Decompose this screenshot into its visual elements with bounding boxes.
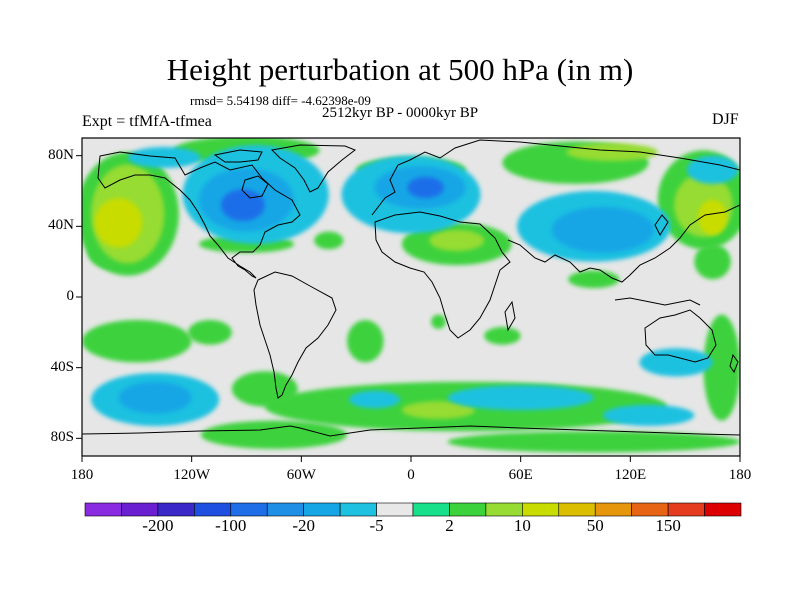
- contour-pos-mid-2: [429, 229, 485, 252]
- contour-pos-light-21: [703, 314, 740, 421]
- lat-label: 40S: [50, 358, 74, 375]
- contour-pos-strong-1: [697, 199, 728, 236]
- map-axes: [76, 137, 741, 462]
- coastline-arctic-islands: [213, 149, 263, 163]
- contour-neg-mid-2: [551, 206, 655, 253]
- lat-label: 40N: [48, 217, 74, 234]
- colorbar-swatch-8: [376, 502, 414, 517]
- coastline-layer: [82, 139, 740, 437]
- plot-title: Height perturbation at 500 hPa (in m): [166, 52, 634, 87]
- contour-pos-light-20: [447, 431, 740, 453]
- coastline-eurasia-south: [507, 204, 740, 283]
- colorbar-swatch-13: [558, 502, 596, 517]
- lat-label: 80N: [48, 146, 74, 163]
- coastline-south-america: [253, 271, 337, 399]
- colorbar-swatch-6: [303, 502, 341, 517]
- coastline-new-zealand: [729, 353, 739, 374]
- colorbar-swatch-0: [84, 502, 122, 517]
- lon-label: 60E: [508, 467, 533, 483]
- coastline-antarctica: [82, 425, 740, 437]
- colorbar-label: -200: [142, 516, 174, 535]
- lon-label: 120W: [173, 467, 210, 483]
- colorbar-swatch-10: [449, 502, 487, 517]
- contour-pos-mid-4: [401, 401, 475, 419]
- colorbar-label: -100: [215, 516, 247, 535]
- colorbar-label: -20: [292, 516, 315, 535]
- contour-neg-light-4: [686, 155, 739, 184]
- lat-label: 80S: [50, 429, 74, 446]
- stats-line: rmsd= 5.54198 diff= -4.62398e-09: [190, 93, 371, 108]
- contour-pos-light-12: [82, 319, 192, 363]
- contour-neg-strong-1: [407, 176, 444, 199]
- contour-pos-mid-3: [566, 143, 658, 161]
- colorbar-label: 50: [586, 516, 604, 535]
- colorbar-swatch-9: [412, 502, 450, 517]
- coastline-africa: [374, 211, 511, 339]
- contour-neg-light-7: [348, 390, 401, 409]
- colorbar-swatch-12: [522, 502, 560, 517]
- coastline-europe: [371, 139, 740, 216]
- colorbar-swatch-16: [667, 502, 705, 517]
- colorbar-swatch-1: [121, 502, 159, 517]
- colorbar-swatch-5: [266, 502, 304, 517]
- contour-neg-light-6: [447, 385, 594, 411]
- lat-label: 0: [66, 288, 75, 304]
- colorbar-label: -5: [369, 516, 384, 535]
- contour-fill-layer: [82, 138, 740, 453]
- contour-pos-light-10: [568, 270, 620, 289]
- period-label: 2512kyr BP - 0000kyr BP: [322, 105, 479, 121]
- lon-label: 60W: [286, 467, 316, 483]
- colorbar-swatch-14: [594, 502, 632, 517]
- coastline-madagascar: [504, 300, 516, 332]
- coastline-japan: [654, 214, 669, 237]
- coastline-indonesia: [614, 297, 701, 306]
- contour-pos-strong-0: [94, 198, 143, 248]
- contour-neg-mid-3: [118, 381, 192, 414]
- colorbar-label: 150: [655, 516, 681, 535]
- colorbar-label: 2: [445, 516, 454, 535]
- contour-pos-light-13: [188, 319, 232, 345]
- contour-pos-light-5: [314, 231, 344, 250]
- colorbar-swatch-4: [230, 502, 268, 517]
- coastline-north-america: [97, 151, 301, 279]
- coastline-greenland: [270, 144, 357, 193]
- colorbar-label: 10: [513, 516, 531, 535]
- contour-pos-light-11: [694, 243, 731, 280]
- colorbar-swatch-3: [194, 502, 232, 517]
- contour-pos-light-15: [431, 314, 446, 329]
- contour-pos-light-14: [347, 319, 384, 363]
- experiment-label: Expt = tfMfA-tfmea: [82, 113, 212, 130]
- contour-pos-light-16: [484, 327, 521, 345]
- lon-label: 180: [728, 467, 752, 483]
- coastline-australia: [644, 309, 717, 363]
- colorbar-swatch-15: [631, 502, 669, 517]
- colorbar-swatch-17: [704, 502, 742, 517]
- contour-pos-light-19: [200, 420, 348, 449]
- contour-neg-light-9: [602, 404, 695, 426]
- contour-neg-strong-0: [220, 189, 265, 222]
- contour-neg-light-8: [639, 348, 713, 377]
- colorbar-swatch-2: [157, 502, 195, 517]
- lon-label: 180: [70, 467, 94, 483]
- colorbar-swatch-11: [485, 502, 523, 517]
- coastline-hudson-bay: [241, 175, 269, 199]
- colorbar-swatch-7: [339, 502, 377, 517]
- colorbar: [84, 502, 742, 517]
- lon-label: 0: [407, 467, 415, 483]
- season-label: DJF: [712, 111, 739, 128]
- lon-label: 120E: [614, 467, 647, 483]
